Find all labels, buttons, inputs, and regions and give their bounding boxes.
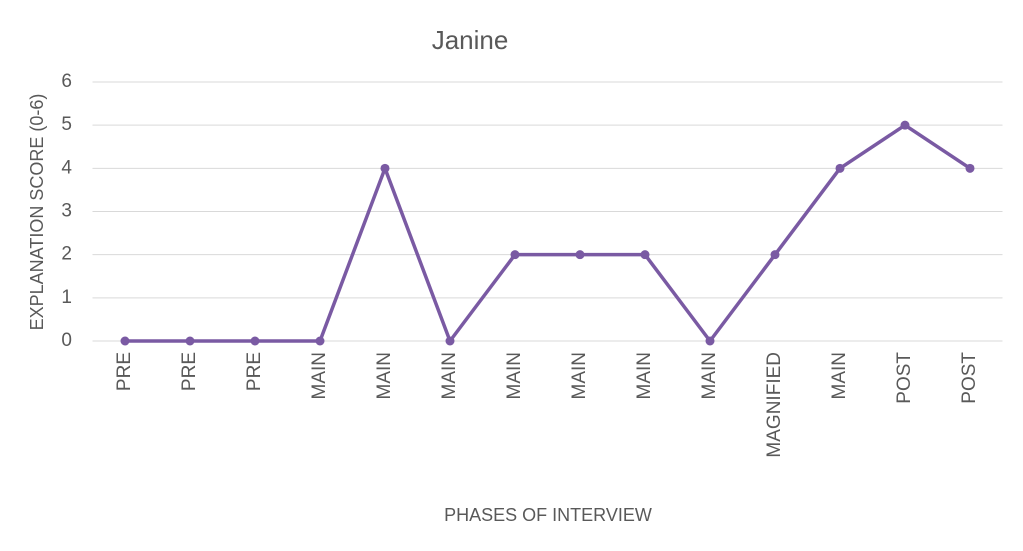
y-tick-label: 6 bbox=[61, 71, 72, 92]
x-tick-label: MAIN bbox=[309, 352, 330, 400]
y-tick-label: 5 bbox=[61, 114, 72, 135]
marker bbox=[185, 336, 195, 346]
marker bbox=[510, 250, 520, 260]
marker bbox=[380, 163, 390, 173]
marker bbox=[120, 336, 130, 346]
x-tick-label: MAIN bbox=[634, 352, 655, 400]
x-tick-label: POST bbox=[959, 352, 980, 404]
x-tick-label: MAIN bbox=[374, 352, 395, 400]
x-tick-label: MAGNIFIED bbox=[764, 352, 785, 458]
x-tick-label: PRE bbox=[114, 352, 135, 391]
marker bbox=[575, 250, 585, 260]
x-axis-label: PHASES OF INTERVIEW bbox=[444, 505, 652, 525]
y-tick-label: 3 bbox=[61, 201, 72, 222]
marker bbox=[835, 163, 845, 173]
x-tick-label: PRE bbox=[179, 352, 200, 391]
y-tick-label: 1 bbox=[61, 287, 72, 308]
x-tick-label: MAIN bbox=[699, 352, 720, 400]
marker bbox=[445, 336, 455, 346]
x-tick-label: MAIN bbox=[569, 352, 590, 400]
y-tick-label: 2 bbox=[61, 244, 72, 265]
x-tick-label: MAIN bbox=[829, 352, 850, 400]
x-tick-label: MAIN bbox=[504, 352, 525, 400]
y-tick-label: 0 bbox=[61, 330, 72, 351]
x-tick-label: MAIN bbox=[439, 352, 460, 400]
marker bbox=[315, 336, 325, 346]
marker bbox=[965, 163, 975, 173]
y-axis-label: EXPLANATION SCORE (0-6) bbox=[27, 94, 47, 331]
marker bbox=[250, 336, 260, 346]
marker bbox=[770, 250, 780, 260]
chart-title: Janine bbox=[432, 25, 509, 55]
x-tick-label: PRE bbox=[244, 352, 265, 391]
x-tick-label: POST bbox=[894, 352, 915, 404]
marker bbox=[640, 250, 650, 260]
line bbox=[125, 123, 971, 343]
marker bbox=[705, 336, 715, 346]
y-tick-label: 4 bbox=[61, 157, 72, 178]
marker bbox=[900, 120, 910, 130]
